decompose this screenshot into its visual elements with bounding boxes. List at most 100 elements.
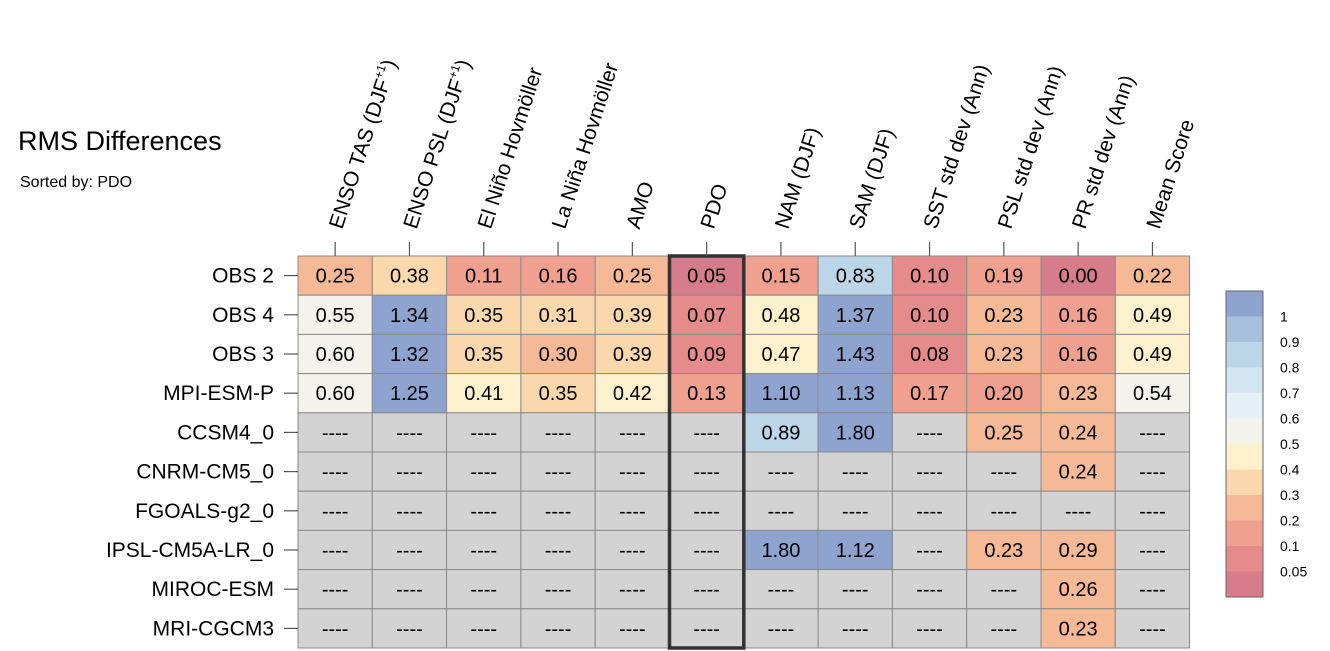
cell-value-label: ----	[1139, 579, 1166, 601]
colorbar-segment	[1226, 469, 1263, 495]
cell-value-label: ----	[693, 540, 720, 562]
cell-value-label: 0.00	[1059, 266, 1098, 288]
heatmap-cell	[1040, 373, 1116, 414]
cell-value-label: 0.41	[464, 383, 503, 405]
cell-value-label: 0.30	[539, 344, 578, 366]
row-label: MIROC-ESM	[152, 578, 275, 601]
heatmap-cell	[891, 333, 968, 375]
colorbar-segment	[1226, 571, 1263, 597]
cell-value-label: 0.16	[1059, 305, 1098, 327]
heatmap-cell	[594, 451, 671, 492]
heatmap-cell	[446, 569, 522, 610]
heatmap-cell	[371, 451, 448, 492]
cell-value-label: ----	[916, 501, 943, 523]
cell-value-label: ----	[470, 501, 497, 523]
heatmap-cell	[669, 412, 745, 453]
cell-value-label: 0.10	[910, 305, 949, 327]
cell-value-label: ----	[322, 540, 349, 562]
cell-value-label: 0.31	[539, 305, 578, 327]
cell-value-label: 0.23	[1059, 618, 1098, 640]
cell-value-label: 0.15	[761, 266, 800, 288]
cell-value-label: ----	[842, 618, 869, 640]
colorbar-segment	[1226, 546, 1263, 572]
cell-value-label: ----	[693, 618, 720, 640]
heatmap-cell	[520, 451, 596, 492]
colorbar-segment	[1226, 520, 1263, 546]
cell-value-label: 1.25	[390, 383, 429, 405]
cell-value-label: ----	[842, 501, 869, 523]
cell-value-label: 1.12	[836, 540, 875, 562]
cell-value-label: 0.47	[761, 344, 800, 366]
colorbar-frame	[1225, 290, 1264, 598]
row-label: FGOALS-g2_0	[135, 500, 274, 523]
heatmap-cell	[966, 451, 1042, 492]
colorbar-tick-label: 0.5	[1280, 436, 1300, 452]
heatmap-cell	[966, 333, 1042, 375]
heatmap-cell	[446, 333, 522, 375]
column-label: PSL std dev (Ann)	[994, 63, 1068, 231]
heatmap-cell	[520, 412, 596, 453]
cell-value-label: 0.16	[539, 266, 578, 288]
cell-value-label: 0.60	[316, 383, 355, 405]
column-label: AMO	[622, 179, 659, 232]
cell-value-label: 0.17	[910, 383, 949, 405]
cell-value-label: ----	[619, 540, 646, 562]
heatmap-cell	[966, 255, 1042, 296]
cell-value-label: 0.20	[984, 383, 1023, 405]
chart-subtitle: Sorted by: PDO	[20, 174, 133, 191]
row-label: OBS 3	[212, 343, 274, 366]
heatmap-cell	[520, 608, 596, 649]
colorbar-tick-label: 0.2	[1280, 513, 1300, 529]
heatmap-cell	[1040, 569, 1116, 610]
cell-value-label: ----	[619, 422, 646, 444]
heatmap-cell	[446, 412, 522, 453]
colorbar-segment	[1226, 291, 1263, 317]
cell-value-label: 0.24	[1059, 422, 1098, 444]
cell-value-label: 0.54	[1133, 383, 1172, 405]
cell-value-label: 0.23	[984, 305, 1023, 327]
cell-value-label: ----	[470, 422, 497, 444]
colorbar-segment	[1226, 316, 1263, 342]
cell-value-label: ----	[322, 462, 349, 484]
heatmap-cell	[594, 569, 671, 610]
colorbar-segment	[1226, 444, 1263, 470]
cell-value-label: ----	[1139, 618, 1166, 640]
cell-value-label: 0.35	[464, 305, 503, 327]
cell-value-label: ----	[1139, 540, 1166, 562]
colorbar-tick-label: 0.6	[1280, 411, 1300, 427]
cell-value-label: 0.35	[464, 344, 503, 366]
heatmap-cell	[446, 529, 522, 571]
cell-value-label: 1.10	[761, 383, 800, 405]
cell-value-label: 0.19	[984, 266, 1023, 288]
cell-value-label: ----	[470, 618, 497, 640]
cell-value-label: ----	[1139, 422, 1166, 444]
cell-value-label: 0.23	[984, 540, 1023, 562]
heatmap-cell	[1040, 412, 1116, 453]
cell-value-label: ----	[916, 540, 943, 562]
heatmap-cell	[1040, 529, 1116, 571]
cell-value-label: ----	[842, 462, 869, 484]
cell-value-label: 0.83	[836, 266, 875, 288]
cell-value-label: 0.07	[687, 305, 726, 327]
cell-value-label: ----	[1139, 462, 1166, 484]
heatmap-cell	[371, 333, 448, 375]
heatmap-cell	[891, 255, 968, 296]
heatmap-cell	[891, 608, 968, 649]
heatmap-cell	[966, 569, 1042, 610]
heatmap-cell	[594, 608, 671, 649]
column-label: ENSO PSL (DJF+1)	[397, 56, 475, 231]
cell-value-label: ----	[619, 462, 646, 484]
heatmap-cell	[1114, 529, 1191, 571]
heatmap-cell	[371, 529, 448, 571]
heatmap-cell	[1040, 294, 1116, 335]
heatmap-cell	[743, 255, 819, 296]
heatmap-cell	[817, 451, 893, 492]
colorbar-tick-label: 0.4	[1280, 462, 1300, 478]
heatmap-cell	[371, 490, 448, 531]
cell-value-label: ----	[916, 618, 943, 640]
heatmap-cell	[371, 294, 448, 335]
cell-value-label: ----	[396, 462, 423, 484]
cell-value-label: 0.48	[761, 305, 800, 327]
cell-value-label: ----	[991, 501, 1018, 523]
